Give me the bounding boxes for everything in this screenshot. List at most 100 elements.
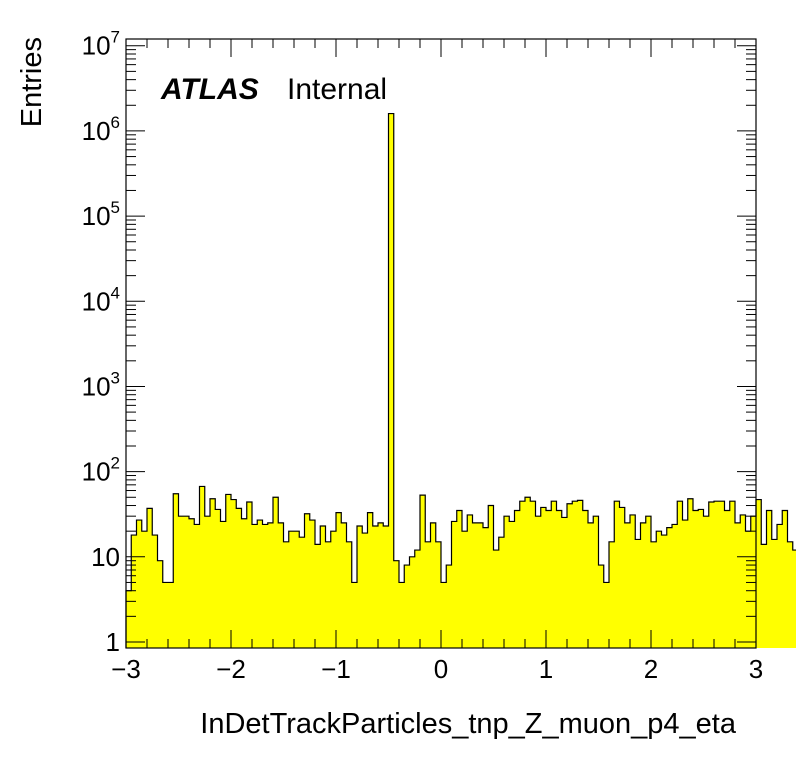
histogram-bar — [241, 518, 248, 648]
histogram-bar — [141, 531, 148, 648]
histogram-bar — [792, 550, 796, 648]
histogram-bar — [162, 582, 169, 648]
histogram-bar — [262, 524, 269, 648]
histogram-bar — [252, 524, 258, 648]
histogram-bar — [483, 527, 489, 648]
histogram-bar — [735, 522, 741, 648]
histogram-bar — [456, 510, 463, 648]
histogram-bar — [414, 550, 421, 648]
histogram-bar — [782, 510, 788, 648]
histogram-bar — [388, 113, 395, 649]
histogram-bar — [357, 526, 363, 648]
histogram-bar — [351, 582, 358, 648]
histogram-bar — [257, 520, 263, 648]
histogram-bar — [435, 541, 442, 648]
histogram-bar — [687, 498, 694, 648]
histogram-bar — [378, 522, 384, 648]
histogram-bar — [598, 565, 605, 648]
histogram-bar — [640, 522, 647, 648]
y-tick-label: 105 — [82, 198, 120, 231]
histogram-bar — [189, 518, 195, 648]
histogram-bar — [514, 510, 521, 648]
histogram-bar — [367, 512, 374, 648]
histogram-bar — [693, 510, 699, 648]
x-tick-label: 0 — [434, 654, 448, 684]
histogram-bar — [462, 531, 468, 648]
histogram-bar — [325, 541, 332, 648]
histogram-bar — [157, 560, 164, 648]
y-tick-label: 10 — [91, 542, 120, 572]
histogram-bar — [740, 514, 746, 648]
histogram-bar — [567, 503, 573, 648]
histogram-bar — [572, 501, 578, 648]
histogram-bar — [446, 565, 452, 648]
histogram-bar — [283, 541, 290, 648]
y-tick-label: 103 — [82, 368, 120, 401]
histogram-bar — [383, 526, 389, 648]
x-tick-label: 3 — [749, 654, 763, 684]
y-tick-label: 106 — [82, 113, 120, 146]
histogram-bar — [204, 516, 211, 648]
y-tick-label: 102 — [82, 454, 120, 487]
histogram-bar — [194, 524, 200, 648]
histogram-bar — [267, 522, 274, 648]
histogram-bar — [341, 522, 347, 648]
histogram-bar — [362, 533, 368, 648]
histogram-bar — [530, 501, 536, 648]
histogram-bar — [708, 502, 715, 648]
histogram-bar — [603, 582, 610, 648]
x-tick-labels: −3 −2 −1 0 1 2 3 — [111, 654, 763, 684]
histogram-bar — [577, 500, 584, 648]
histogram-bar — [651, 541, 657, 648]
histogram-bar — [656, 531, 662, 648]
histogram-bar — [777, 524, 783, 648]
histogram-bar — [546, 510, 552, 648]
histogram-bar — [472, 522, 479, 648]
histogram-bar — [509, 521, 515, 648]
histogram-bar — [425, 541, 431, 648]
histogram-bar — [273, 497, 279, 648]
histogram-bar — [556, 510, 563, 648]
histogram-bar — [561, 517, 568, 648]
histogram-bar — [493, 550, 500, 648]
histogram-bar — [467, 514, 473, 648]
histogram-bar — [666, 527, 673, 648]
histogram-bar — [724, 510, 731, 648]
y-tick-label: 107 — [82, 28, 120, 61]
histogram-bars — [125, 112, 796, 649]
histogram-bar — [231, 499, 237, 648]
histogram-bar — [609, 541, 615, 648]
histogram-bar — [714, 501, 720, 648]
axis-frame — [125, 38, 757, 649]
histogram-bar — [299, 537, 305, 648]
histogram-bar — [619, 507, 626, 648]
histogram-bar — [225, 494, 232, 648]
histogram-bar — [178, 516, 185, 648]
histogram-bar — [304, 513, 311, 648]
x-tick-label: −3 — [111, 654, 141, 684]
histogram-bar — [535, 516, 542, 648]
histogram-bar — [152, 535, 158, 648]
histogram-bar — [593, 516, 599, 648]
histogram-bar — [766, 510, 773, 648]
histogram-bar — [645, 516, 652, 648]
histogram-bar — [420, 495, 426, 648]
histogram-bar — [698, 509, 704, 648]
histogram-bar — [278, 522, 284, 648]
histogram-bar — [682, 520, 689, 648]
histogram-bar — [372, 526, 379, 648]
histogram-bar — [236, 508, 242, 648]
histogram-outline — [125, 112, 796, 648]
histogram-bar — [488, 505, 494, 648]
histogram-bar — [430, 522, 437, 648]
histogram-bar — [315, 544, 321, 648]
histogram-bar — [498, 537, 505, 648]
y-axis-title: Entries — [16, 37, 48, 127]
histogram-bar — [346, 541, 353, 648]
histogram-bar — [441, 582, 447, 648]
histogram-bar — [519, 501, 526, 648]
histogram-bar — [126, 590, 132, 648]
histogram-bar — [404, 565, 410, 648]
histogram-bar — [756, 499, 762, 648]
histogram-bar — [588, 522, 594, 648]
